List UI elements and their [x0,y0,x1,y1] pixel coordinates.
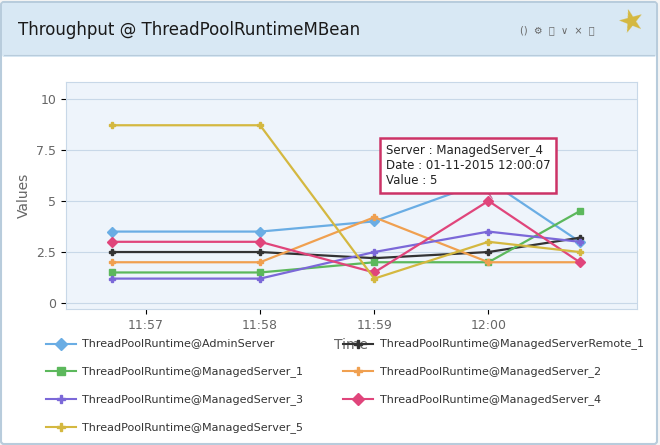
Text: ★: ★ [614,5,648,40]
Text: ThreadPoolRuntime@ManagedServer_4: ThreadPoolRuntime@ManagedServer_4 [379,394,601,405]
FancyBboxPatch shape [2,3,656,57]
Text: Throughput @ ThreadPoolRuntimeMBean: Throughput @ ThreadPoolRuntimeMBean [18,21,360,39]
Text: ThreadPoolRuntime@ManagedServerRemote_1: ThreadPoolRuntime@ManagedServerRemote_1 [379,338,644,349]
Text: ThreadPoolRuntime@ManagedServer_3: ThreadPoolRuntime@ManagedServer_3 [82,394,304,405]
X-axis label: Time: Time [335,338,368,352]
Text: ThreadPoolRuntime@AdminServer: ThreadPoolRuntime@AdminServer [82,339,275,348]
FancyBboxPatch shape [1,2,657,444]
Text: ()  ⚙  🖨  ∨  ×  ⎕: () ⚙ 🖨 ∨ × ⎕ [520,25,595,35]
Text: Server : ManagedServer_4
Date : 01-11-2015 12:00:07
Value : 5: Server : ManagedServer_4 Date : 01-11-20… [385,144,550,198]
Text: ThreadPoolRuntime@ManagedServer_2: ThreadPoolRuntime@ManagedServer_2 [379,366,601,377]
Y-axis label: Values: Values [16,173,31,218]
Text: ThreadPoolRuntime@ManagedServer_1: ThreadPoolRuntime@ManagedServer_1 [82,366,304,377]
Text: ThreadPoolRuntime@ManagedServer_5: ThreadPoolRuntime@ManagedServer_5 [82,422,304,433]
